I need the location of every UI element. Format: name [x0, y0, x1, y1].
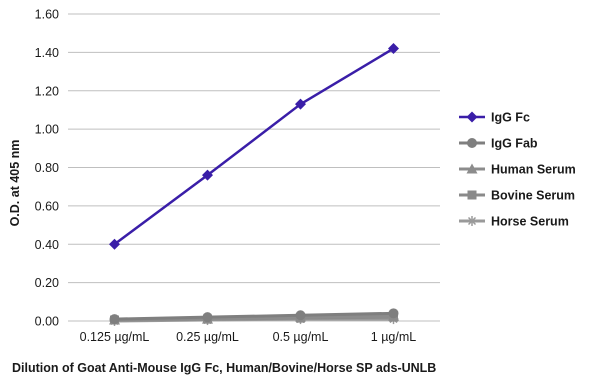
y-tick-labels: 0.00 0.20 0.40 0.60 0.80 1.00 1.20 1.40 1.60: [35, 8, 59, 329]
legend-label: Horse Serum: [491, 215, 569, 229]
legend-marker: [466, 111, 478, 123]
legend-item-horse-serum: Horse Serum: [459, 215, 569, 229]
y-tick-label: 1.20: [35, 84, 59, 98]
data-point-igg-fc: [388, 43, 399, 55]
legend-item-bovine-serum: Bovine Serum: [459, 189, 575, 203]
legend-item-igg-fab: IgG Fab: [459, 137, 538, 151]
y-tick-label: 1.40: [35, 46, 59, 60]
legend-marker: [467, 216, 477, 226]
legend-label: Bovine Serum: [491, 189, 575, 203]
data-point-igg-fc: [202, 169, 213, 181]
data-point-igg-fab: [202, 312, 213, 323]
y-tick-label: 0.60: [35, 199, 59, 213]
legend-item-igg-fc: IgG Fc: [459, 111, 530, 125]
x-tick-label: 0.25 µg/mL: [176, 330, 239, 344]
y-tick-label: 1.00: [35, 123, 59, 137]
series-lines: [109, 43, 399, 326]
x-tick-label: 0.125 µg/mL: [80, 330, 150, 344]
series-igg-fc: [109, 43, 399, 250]
legend-label: IgG Fab: [491, 137, 538, 151]
legend: IgG Fc IgG Fab Human Serum Bovine Serum Hors…: [459, 111, 576, 229]
legend-marker: [467, 138, 477, 148]
y-tick-label: 1.60: [35, 8, 59, 22]
grid-lines: [68, 13, 440, 322]
legend-marker: [466, 163, 478, 174]
y-tick-label: 0.80: [35, 161, 59, 175]
y-axis-title: O.D. at 405 nm: [8, 140, 22, 227]
data-point-igg-fc: [295, 98, 306, 110]
data-point-igg-fab: [388, 308, 399, 319]
legend-marker: [467, 190, 477, 200]
series-line-igg-fc: [113, 47, 395, 246]
legend-label: Human Serum: [491, 163, 576, 177]
y-tick-label: 0.00: [35, 315, 59, 329]
x-tick-label: 0.5 µg/mL: [273, 330, 329, 344]
data-point-igg-fab: [295, 310, 306, 321]
data-point-igg-fab: [109, 314, 120, 325]
y-tick-label: 0.20: [35, 276, 59, 290]
x-axis-title: Dilution of Goat Anti-Mouse IgG Fc, Huma…: [12, 361, 436, 375]
x-tick-label: 1 µg/mL: [371, 330, 416, 344]
legend-item-human-serum: Human Serum: [459, 163, 576, 177]
series-line-igg-fab: [114, 311, 394, 321]
y-tick-label: 0.40: [35, 238, 59, 252]
x-tick-labels: 0.125 µg/mL 0.25 µg/mL 0.5 µg/mL 1 µg/mL: [80, 330, 417, 344]
data-point-igg-fc: [109, 238, 120, 250]
series-igg-fab: [109, 308, 399, 325]
legend-label: IgG Fc: [491, 111, 530, 125]
